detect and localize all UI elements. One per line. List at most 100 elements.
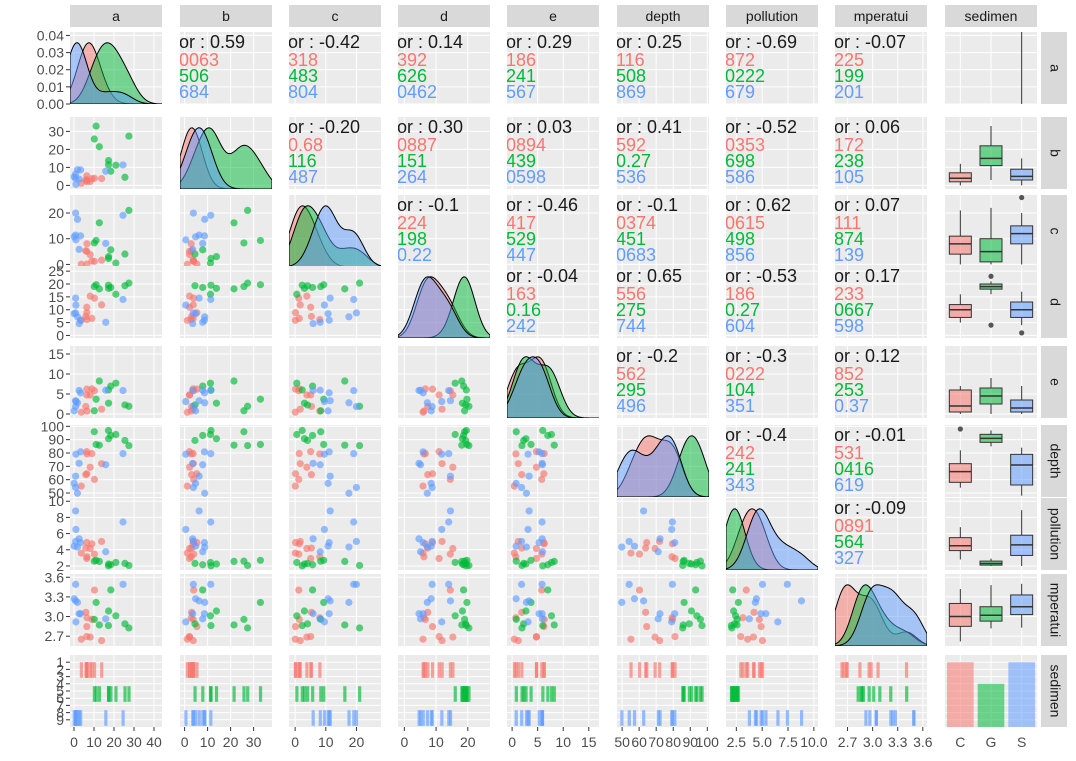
corr-group-G: 0416 — [834, 459, 874, 479]
panel-pollution-a — [70, 498, 162, 570]
panel-body — [417, 662, 471, 726]
point-G — [698, 621, 706, 630]
point-S — [326, 472, 334, 480]
point-S — [189, 402, 197, 411]
hist-bar-C — [451, 662, 455, 678]
strip-label-right-sediment: sedimen — [1047, 665, 1063, 718]
point-C — [296, 301, 304, 309]
corr-group-G: 199 — [834, 66, 864, 86]
point-S — [745, 615, 753, 623]
ytick-sediment: 1 — [56, 654, 64, 670]
ytick-e: 0 — [56, 406, 64, 422]
panel-body — [507, 356, 599, 418]
hist-bar-S — [121, 710, 125, 726]
point-C — [540, 470, 548, 478]
point-S — [200, 232, 209, 240]
point-S — [525, 507, 533, 515]
box-G — [979, 238, 1003, 263]
strip-right-pollution — [1041, 498, 1067, 570]
panel-body — [291, 279, 364, 328]
point-C — [307, 312, 316, 321]
point-S — [630, 542, 639, 550]
point-G — [121, 173, 129, 181]
box-G — [979, 145, 1003, 167]
ytick-a: 0.00 — [37, 96, 64, 112]
point-S — [119, 580, 127, 588]
panel-body — [948, 426, 1034, 496]
hist-bar-S — [104, 710, 108, 726]
corr-group-C: 0894 — [506, 135, 546, 155]
panel-body — [293, 662, 362, 726]
corr-group-G: 439 — [506, 151, 536, 171]
point-C — [518, 471, 526, 479]
panel-body — [415, 426, 473, 497]
corr-group-C: 0374 — [616, 213, 656, 233]
point-S — [189, 245, 197, 253]
point-G — [293, 430, 301, 439]
point-G — [104, 254, 113, 263]
hist-bar-G — [358, 686, 362, 702]
hist-bar-C — [739, 662, 743, 678]
hist-bar-S — [311, 710, 315, 726]
outlier-S — [1019, 195, 1025, 201]
corr-group-C: 392 — [397, 50, 427, 70]
ytick-a: 0.04 — [37, 27, 64, 43]
hist-bar-S — [430, 710, 434, 726]
ytick-temperature: 2.7 — [45, 628, 65, 644]
point-S — [415, 386, 423, 395]
point-G — [191, 559, 199, 568]
panel-bg — [617, 32, 709, 104]
ytick-sediment: 7 — [56, 697, 64, 713]
corr-group-G: 564 — [834, 532, 864, 552]
point-C — [428, 385, 437, 393]
panel-c-a — [70, 195, 162, 267]
hist-bar-S — [893, 710, 898, 726]
panel-d-c — [289, 266, 381, 338]
point-S — [119, 211, 127, 219]
panel-body — [182, 580, 265, 645]
hist-bar-C — [741, 662, 745, 678]
xtick-c: 10 — [318, 734, 334, 750]
hist-bar-G — [94, 686, 98, 702]
point-S — [320, 618, 329, 626]
panel-temperature-d — [398, 574, 490, 646]
point-G — [308, 431, 317, 440]
point-C — [307, 448, 315, 456]
panel-e-a — [70, 346, 162, 418]
point-S — [320, 301, 329, 309]
point-S — [119, 295, 127, 304]
corr-overall: or : -0.69 — [725, 32, 797, 52]
corr-overall: or : 0.29 — [506, 32, 572, 52]
hist-bar-G — [214, 686, 219, 702]
point-C — [750, 608, 758, 616]
point-S — [524, 618, 532, 626]
point-G — [355, 441, 364, 450]
panel-body — [180, 127, 272, 189]
point-S — [538, 459, 546, 467]
xtick-sediment: S — [1017, 734, 1026, 750]
density-S — [835, 584, 927, 646]
point-S — [201, 313, 209, 321]
point-S — [445, 580, 453, 588]
point-G — [112, 379, 120, 387]
point-G — [512, 557, 520, 565]
point-S — [199, 239, 207, 248]
point-S — [445, 386, 453, 395]
hist-bar-G — [246, 686, 250, 702]
strip-label-right-depth: depth — [1047, 443, 1063, 478]
point-G — [104, 621, 113, 630]
panel-body — [70, 426, 133, 497]
hist-bar-G — [242, 686, 246, 702]
xtick-sediment: G — [986, 734, 997, 750]
point-C — [428, 470, 437, 478]
point-S — [207, 518, 215, 526]
strip-label-right-d: d — [1047, 298, 1063, 306]
strip-right-b — [1041, 117, 1067, 189]
point-S — [423, 543, 431, 551]
panel-sediment-b — [180, 655, 272, 727]
